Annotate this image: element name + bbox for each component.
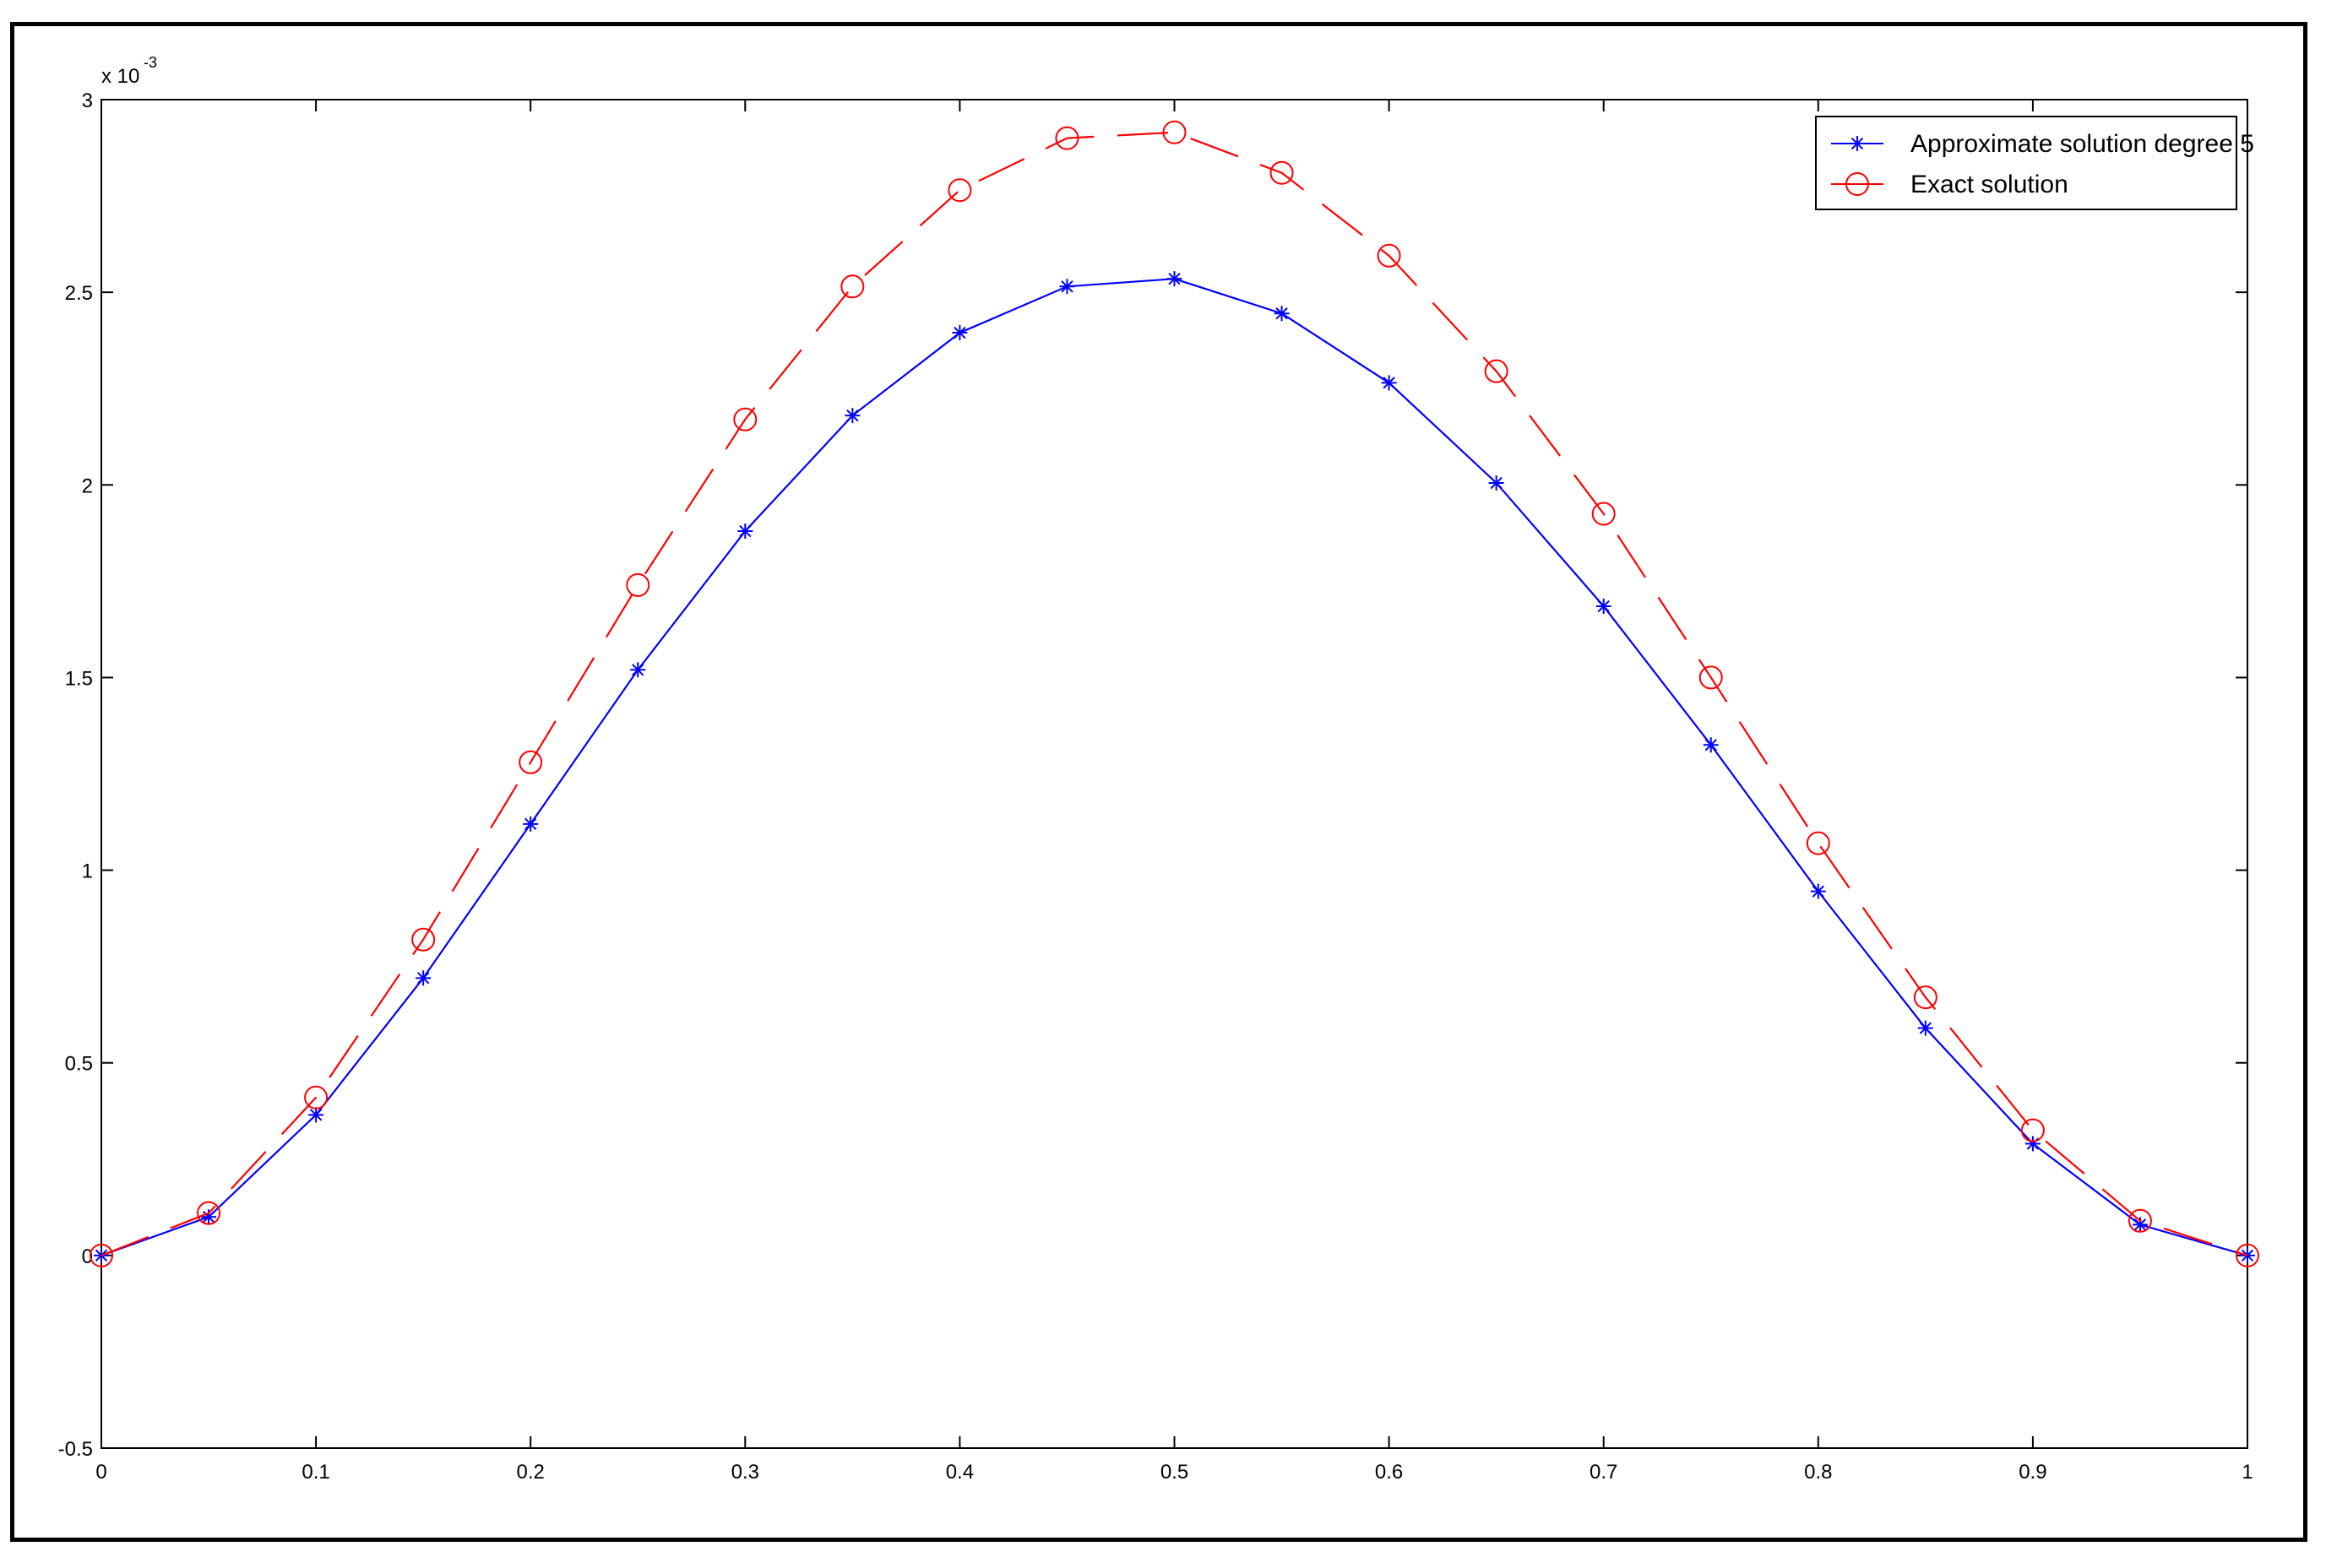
asterisk-stroke: [845, 408, 861, 424]
x-tick-label: 0: [95, 1461, 106, 1484]
asterisk-stroke: [201, 1209, 217, 1225]
exact-point: [733, 407, 758, 431]
x-tick-label: 0.1: [302, 1461, 329, 1484]
exact-point: [840, 274, 865, 299]
asterisk-stroke: [1274, 306, 1290, 322]
exact-point: [2020, 1118, 2045, 1142]
y-tick-label: 0: [82, 1245, 93, 1268]
approx-point: [1595, 599, 1611, 615]
y-tick-label: 1.5: [65, 667, 93, 690]
x-tick-label: 0.8: [1804, 1461, 1832, 1484]
approx-point: [1917, 1020, 1933, 1036]
legend-marker-approx: [1850, 136, 1865, 151]
approx-point: [1059, 279, 1075, 295]
exact-point: [304, 1085, 329, 1110]
plot-area: [101, 99, 2248, 1449]
exact-point: [519, 750, 543, 774]
exact-point: [1377, 243, 1401, 268]
y-tick-label: -0.5: [58, 1438, 93, 1461]
exact-point: [1162, 120, 1187, 144]
asterisk-stroke: [952, 325, 968, 341]
x-tick-label: 0.6: [1375, 1461, 1403, 1484]
x-tick-label: 0.7: [1590, 1461, 1617, 1484]
exact-point: [1055, 126, 1079, 150]
exact-point: [411, 927, 436, 952]
approx-point: [630, 662, 646, 678]
approx-point: [416, 970, 432, 986]
legend-label-exact: Exact solution: [1910, 171, 2068, 198]
legend-label-approx: Approximate solution degree 5: [1910, 130, 2254, 158]
x-tick-label: 0.9: [2019, 1461, 2046, 1484]
y-tick-label: 2.5: [65, 282, 93, 305]
x-tick-label: 0.3: [731, 1461, 759, 1484]
approx-point: [1488, 475, 1504, 491]
series-layer: [90, 120, 2259, 1267]
x-tick-label: 0.4: [946, 1461, 974, 1484]
approx-point: [2132, 1217, 2148, 1233]
asterisk-stroke: [737, 524, 753, 540]
exact-point: [948, 178, 972, 203]
approx-point: [952, 325, 968, 341]
exact-point: [90, 1243, 113, 1267]
asterisk-stroke: [416, 970, 432, 986]
approx-point: [1274, 306, 1290, 322]
x-tick-labels: 0 0.1 0.2 0.3 0.4 0.5 0.6 0.7 0.8 0.9 1: [95, 1461, 2253, 1484]
y-scale-exponent: -3: [144, 54, 157, 71]
legend-asterisk: [1850, 136, 1865, 151]
asterisk-stroke: [523, 816, 539, 832]
exact-point: [1806, 831, 1830, 855]
approx-point: [308, 1107, 324, 1123]
approx-point: [523, 816, 539, 832]
asterisk-stroke: [1810, 883, 1826, 899]
y-tick-label: 0.5: [65, 1053, 93, 1076]
y-scale-base: x 10: [101, 65, 139, 88]
exact-point: [2236, 1243, 2259, 1267]
exact-point: [1698, 665, 1723, 690]
asterisk-stroke: [2024, 1136, 2041, 1152]
legend-box: [1815, 116, 2237, 210]
exact-point: [197, 1201, 221, 1225]
asterisk-stroke: [1595, 599, 1611, 615]
y-tick-labels: -0.5 0 0.5 1 1.5 2 2.5 3: [58, 90, 93, 1461]
y-tick-label: 1: [82, 860, 93, 883]
asterisk-stroke: [630, 662, 646, 678]
asterisk-stroke: [1488, 475, 1504, 491]
x-tick-label: 1: [2242, 1461, 2253, 1484]
y-tick-label: 2: [82, 475, 93, 497]
approx-point: [1381, 375, 1397, 391]
asterisk-stroke: [1917, 1020, 1933, 1036]
exact-series-line: [101, 131, 2248, 1256]
approx-point: [201, 1209, 217, 1225]
approx-point: [1810, 883, 1826, 899]
approx-point: [1166, 271, 1182, 287]
y-tick-label: 3: [82, 90, 93, 112]
asterisk-stroke: [2132, 1217, 2148, 1233]
exact-point: [2128, 1208, 2152, 1233]
asterisk-stroke: [1850, 136, 1865, 151]
asterisk-stroke: [1059, 279, 1075, 295]
approx-point: [1703, 737, 1719, 753]
legend: Approximate solution degree 5 Exact solu…: [1815, 116, 2254, 210]
x-tick-label: 0.5: [1160, 1461, 1188, 1484]
exact-point: [1484, 359, 1508, 383]
legend-marker-exact: [1845, 172, 1869, 196]
approx-point: [845, 408, 861, 424]
approx-point: [2024, 1136, 2041, 1152]
exact-point: [1591, 502, 1616, 526]
asterisk-stroke: [1703, 737, 1719, 753]
asterisk-stroke: [1166, 271, 1182, 287]
asterisk-stroke: [308, 1107, 324, 1123]
exact-point: [1269, 160, 1294, 185]
approx-point: [737, 524, 753, 540]
exact-point: [1913, 985, 1937, 1010]
x-tick-label: 0.2: [517, 1461, 545, 1484]
asterisk-stroke: [1381, 375, 1397, 391]
exact-point: [626, 572, 650, 597]
axis-ticks: [101, 99, 2248, 1449]
